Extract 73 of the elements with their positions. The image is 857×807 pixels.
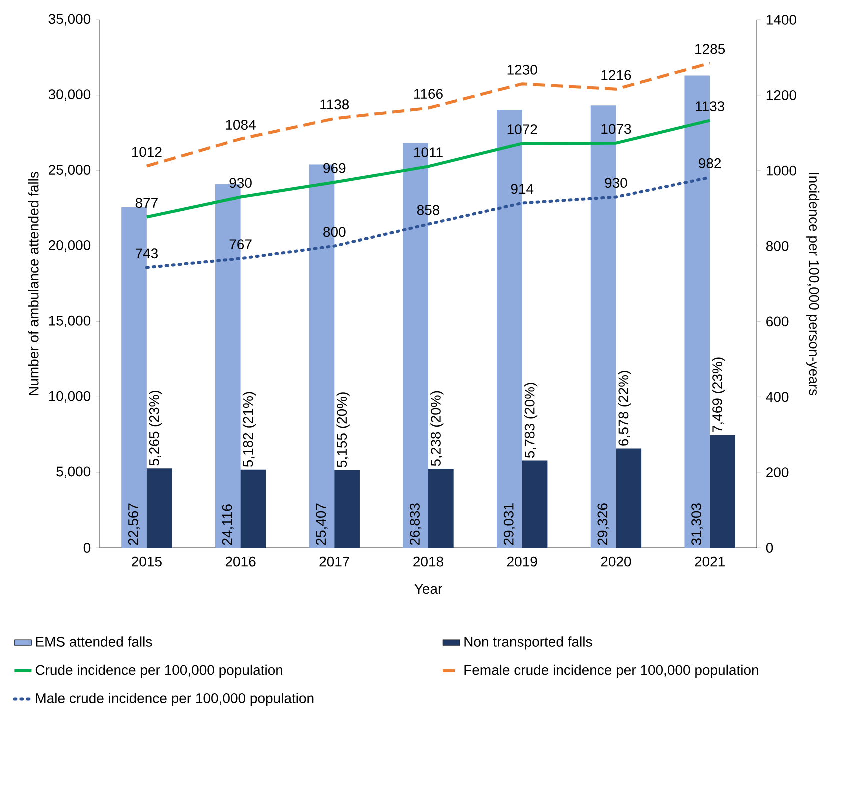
y2-tick-label: 1200 [766, 90, 796, 100]
data-label: 31,303 [692, 504, 704, 546]
data-label: 930 [230, 178, 252, 188]
bar [240, 470, 266, 548]
data-label: 5,155 (20%) [336, 392, 350, 468]
y-tick-label: 35,000 [48, 14, 91, 26]
y2-tick-label: 200 [766, 468, 789, 478]
y2-tick-label: 600 [766, 316, 789, 327]
bar [428, 468, 454, 548]
y-tick-label: 10,000 [49, 391, 91, 403]
bar [522, 460, 548, 548]
y2-tick-label: 0 [766, 543, 774, 553]
data-label: 1285 [696, 44, 726, 54]
legend-label: Non transported falls [464, 636, 592, 650]
data-label: 1133 [696, 102, 725, 112]
data-label: 5,265 (23%) [149, 390, 162, 466]
x-tick-label: 2017 [320, 556, 350, 567]
y2-tick-label: 1000 [766, 166, 796, 176]
data-label: 5,783 (20%) [524, 383, 538, 458]
x-axis-title: Year [414, 584, 442, 594]
data-label: 1012 [132, 147, 162, 158]
data-label: 24,116 [222, 504, 234, 546]
legend-label: Male crude incidence per 100,000 population [36, 693, 314, 706]
data-label: 982 [699, 158, 722, 168]
data-label: 1230 [508, 64, 538, 75]
y-tick-label: 30,000 [48, 90, 91, 102]
data-label: 800 [324, 227, 346, 238]
data-label: 29,031 [504, 504, 516, 546]
y-tick-label: 25,000 [49, 165, 91, 177]
data-label: 25,407 [316, 504, 328, 546]
data-label: 930 [605, 178, 628, 188]
data-label: 1073 [602, 124, 632, 134]
data-label: 5,238 (20%) [430, 391, 444, 466]
y-tick-label: 5,000 [56, 466, 91, 478]
y2-tick-label: 800 [766, 241, 789, 252]
data-label: 22,567 [128, 504, 140, 546]
bar [710, 435, 736, 548]
data-label: 29,326 [598, 504, 610, 546]
y-tick-label: 15,000 [49, 316, 91, 328]
legend-label: EMS attended falls [36, 636, 152, 647]
legend-label: Female crude incidence per 100,000 population [464, 664, 758, 678]
y-tick-label: 20,000 [49, 240, 91, 252]
data-label: 858 [417, 205, 440, 216]
data-label: 877 [136, 198, 158, 208]
y2-tick-label: 400 [766, 392, 789, 402]
x-tick-label: 2020 [601, 556, 632, 567]
x-tick-label: 2016 [226, 556, 256, 567]
data-label: 1084 [226, 120, 256, 130]
bar [334, 470, 360, 548]
data-label: 743 [136, 248, 158, 259]
bar [146, 468, 172, 548]
x-tick-label: 2021 [695, 556, 725, 567]
data-label: 1138 [320, 100, 350, 110]
data-label: 6,578 (22%) [618, 371, 632, 446]
x-tick-label: 2018 [414, 556, 444, 567]
bar [616, 448, 642, 548]
data-label: 767 [230, 240, 252, 250]
y-tick-label: 0 [84, 543, 91, 553]
data-label: 1072 [508, 124, 538, 134]
y-axis-title: Number of ambulance attended falls [28, 172, 39, 396]
x-tick-label: 2015 [132, 556, 162, 567]
data-label: 5,182 (21%) [242, 392, 256, 468]
y2-axis-title: Incidence per 100,000 person-years [806, 173, 820, 396]
x-tick-label: 2019 [507, 556, 538, 567]
data-label: 969 [324, 163, 346, 174]
data-label: 1216 [602, 70, 632, 80]
legend-label: Crude incidence per 100,000 population [36, 664, 283, 678]
data-label: 1166 [414, 89, 443, 100]
data-label: 914 [511, 184, 534, 194]
y2-tick-label: 1400 [766, 15, 796, 25]
data-label: 26,833 [410, 504, 422, 546]
data-label: 1011 [414, 148, 443, 158]
data-label: 7,469 (23%) [712, 358, 726, 432]
